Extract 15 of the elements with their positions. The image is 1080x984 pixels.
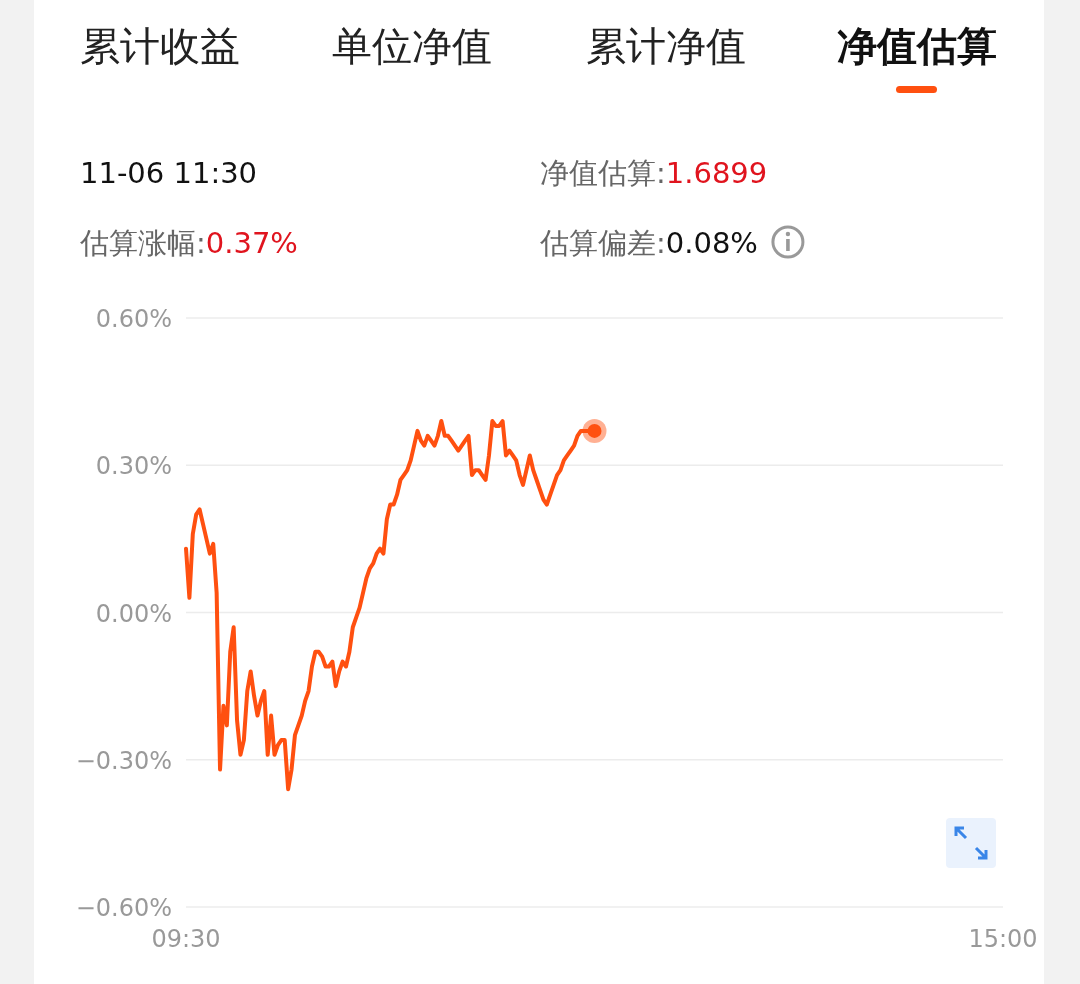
x-tick-label: 15:00 bbox=[968, 925, 1038, 953]
y-tick-label: −0.60% bbox=[75, 894, 172, 922]
x-tick-label: 09:30 bbox=[151, 925, 221, 953]
text: 累计净值 bbox=[586, 23, 746, 69]
y-tick-label: 0.60% bbox=[95, 305, 172, 333]
text: 净值估算:1.6899 bbox=[540, 156, 768, 190]
y-tick-label: −0.30% bbox=[75, 746, 172, 775]
text: 单位净值 bbox=[332, 23, 492, 69]
y-tick-label: 0.30% bbox=[95, 452, 172, 481]
text: 11-06 11:30 bbox=[80, 156, 258, 190]
text: 估算涨幅:0.37% bbox=[79, 226, 298, 260]
y-tick-label: 0.00% bbox=[95, 599, 172, 628]
text: 净值估算 bbox=[837, 23, 997, 69]
text: 累计收益 bbox=[80, 23, 240, 69]
text: 估算偏差:0.08% bbox=[539, 226, 758, 260]
